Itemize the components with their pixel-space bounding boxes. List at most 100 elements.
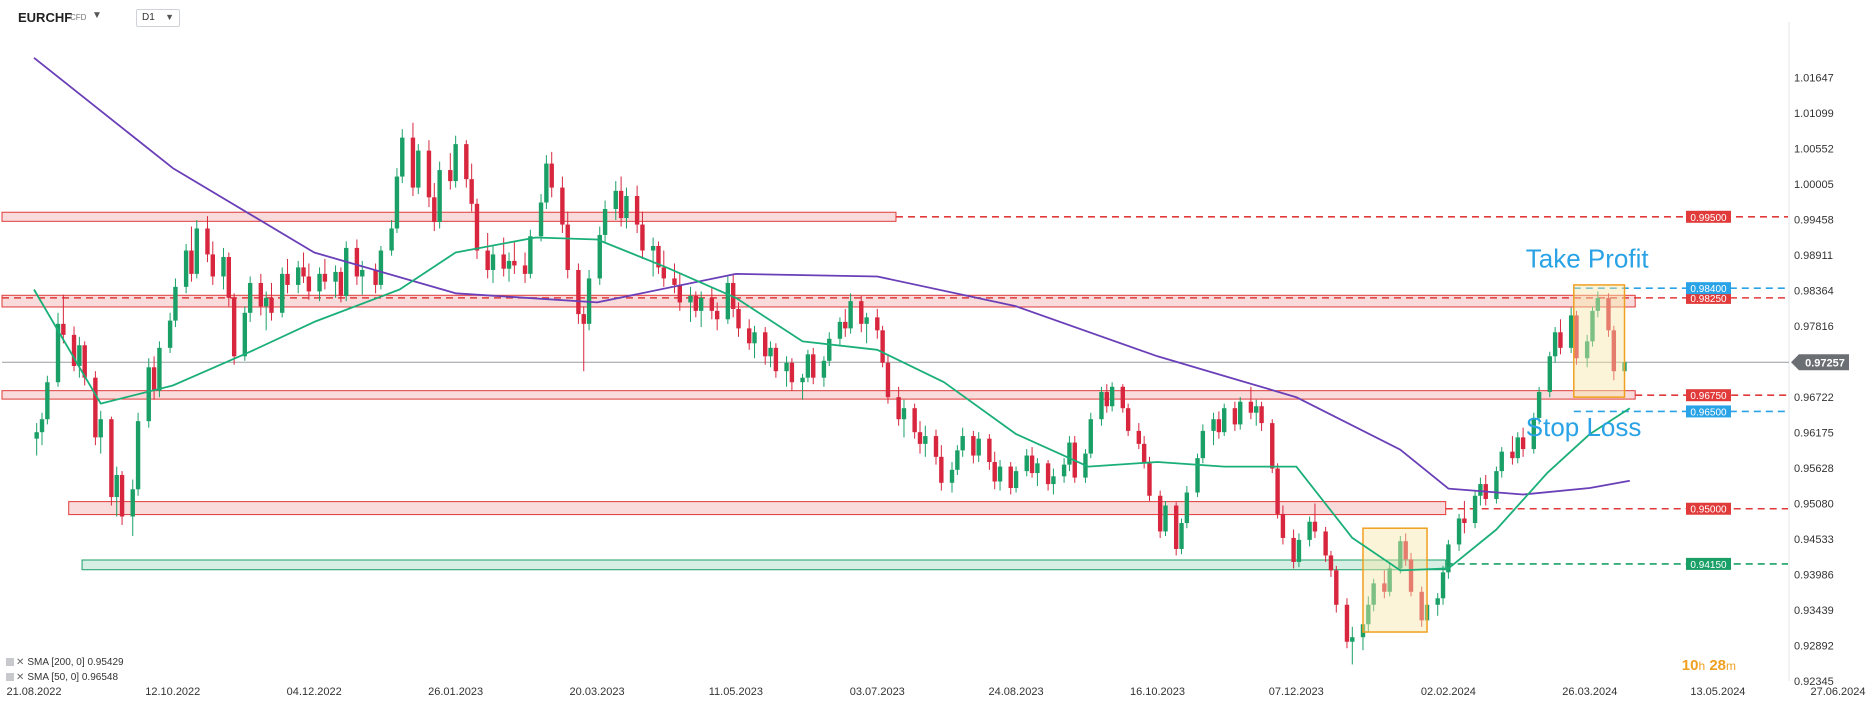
candle-body xyxy=(506,260,512,269)
candle-body xyxy=(221,257,226,277)
candle-body xyxy=(1499,451,1504,472)
candle-body xyxy=(997,466,1003,482)
candle-body xyxy=(1275,468,1280,514)
candle-body xyxy=(528,236,533,274)
candle-body xyxy=(859,301,864,324)
candle-body xyxy=(247,282,253,313)
support-resistance-zone xyxy=(1,390,1636,400)
close-icon[interactable]: ✕ xyxy=(16,657,25,668)
candle-body xyxy=(1419,591,1424,621)
candle-body xyxy=(130,489,135,517)
timer-m-unit: m xyxy=(1726,659,1736,673)
candle-body xyxy=(1222,408,1227,433)
candle-body xyxy=(714,310,720,320)
candle-body xyxy=(474,203,480,251)
candle-body xyxy=(618,190,624,219)
candle-body xyxy=(565,224,570,270)
candle-body xyxy=(640,224,645,251)
candle-body xyxy=(464,144,469,180)
candle-body xyxy=(677,284,683,303)
candle-body xyxy=(258,282,264,307)
candle-body xyxy=(437,170,442,222)
candle-body xyxy=(1141,443,1147,464)
candle-body xyxy=(1590,310,1595,342)
y-tick-label: 0.98911 xyxy=(1794,250,1833,262)
x-tick-label: 27.06.2024 xyxy=(1810,686,1865,698)
y-tick-label: 0.98364 xyxy=(1794,285,1834,297)
candle-body xyxy=(354,247,360,277)
candle-body xyxy=(263,297,269,307)
symbol-name[interactable]: EURCHF xyxy=(18,10,73,25)
level-price-label: 0.94150 xyxy=(1690,560,1727,571)
candle-body xyxy=(698,297,704,311)
candle-body xyxy=(576,269,581,315)
candle-body xyxy=(875,317,880,331)
highlight-box xyxy=(1362,527,1428,633)
support-resistance-zone xyxy=(81,559,1447,571)
candle-body xyxy=(285,273,290,285)
x-tick-label: 26.03.2024 xyxy=(1562,686,1617,698)
x-tick-label: 16.10.2023 xyxy=(1130,686,1185,698)
candle-body xyxy=(901,408,907,420)
candle-body xyxy=(1574,315,1579,359)
support-resistance-zone xyxy=(68,501,1447,516)
y-tick-label: 0.96722 xyxy=(1794,392,1834,404)
candle-body xyxy=(373,269,378,285)
candle-body xyxy=(301,267,306,277)
candle-body xyxy=(1510,451,1515,459)
candle-body xyxy=(602,209,608,235)
candle-body xyxy=(1547,356,1552,392)
candle-body xyxy=(71,334,77,367)
candle-body xyxy=(827,338,832,361)
candle-body xyxy=(279,273,285,313)
candle-body xyxy=(360,269,365,277)
candle-body xyxy=(416,150,421,188)
candle-body xyxy=(512,260,517,266)
candle-body xyxy=(114,475,119,498)
candle-body xyxy=(1515,437,1520,459)
candle-body xyxy=(1595,297,1601,311)
candle-body xyxy=(1254,406,1259,413)
x-tick-label: 02.02.2024 xyxy=(1421,686,1476,698)
candle-body xyxy=(688,295,693,303)
candle-body xyxy=(306,276,312,292)
candle-body xyxy=(1200,430,1206,459)
x-tick-label: 07.12.2023 xyxy=(1269,686,1324,698)
candle-body xyxy=(1584,341,1590,359)
candle-body xyxy=(1061,464,1067,477)
timeframe-select[interactable]: D1 ▼ xyxy=(136,9,180,27)
candle-body xyxy=(1291,537,1296,562)
candle-body xyxy=(1494,471,1499,500)
candle-body xyxy=(183,250,189,287)
candle-body xyxy=(1216,419,1222,433)
candle-body xyxy=(1344,604,1350,642)
support-resistance-zone xyxy=(1,211,897,222)
candle-body xyxy=(1440,572,1446,599)
candle-body xyxy=(613,190,618,210)
candle-body xyxy=(650,245,656,251)
candle-body xyxy=(1163,505,1168,532)
candle-body xyxy=(672,278,677,285)
candle-body xyxy=(205,228,210,255)
candle-body xyxy=(1558,332,1563,348)
candle-body xyxy=(226,257,232,298)
candle-body xyxy=(811,354,816,378)
candle-body xyxy=(1531,417,1536,450)
candle-body xyxy=(1568,315,1574,348)
candle-body xyxy=(34,432,39,439)
highlight-box xyxy=(1573,284,1626,398)
close-icon[interactable]: ✕ xyxy=(16,672,25,683)
settings-icon[interactable] xyxy=(6,673,14,682)
candle-body xyxy=(789,362,795,383)
level-price-label: 0.99500 xyxy=(1690,213,1727,224)
y-tick-label: 1.01099 xyxy=(1794,108,1834,120)
symbol-dropdown-icon[interactable]: ▼ xyxy=(92,10,102,21)
candle-body xyxy=(597,234,602,279)
y-tick-label: 1.00005 xyxy=(1794,179,1834,191)
candle-body xyxy=(453,144,458,182)
candle-body xyxy=(960,436,965,451)
candle-body xyxy=(1456,518,1462,545)
candle-body xyxy=(1312,521,1318,532)
settings-icon[interactable] xyxy=(6,658,14,667)
